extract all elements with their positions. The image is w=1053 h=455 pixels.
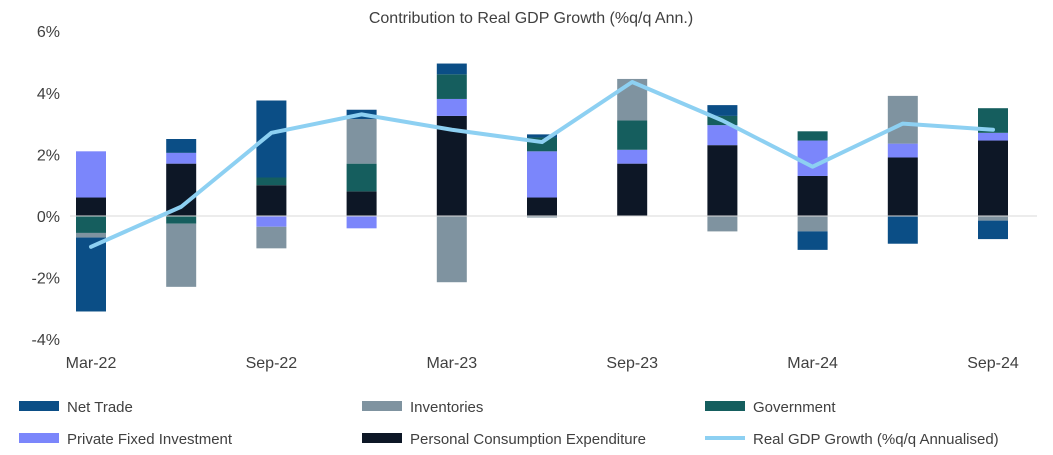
- y-axis: -4% -2% 0% 2% 4% 6%: [32, 24, 60, 349]
- bar-private-fixed-investment-jun-22: [166, 152, 197, 164]
- bar-inventories-mar-24: [797, 216, 828, 232]
- bar-private-fixed-investment-jun-23: [527, 151, 557, 198]
- legend: Net Trade Inventories Government Private Fi…: [19, 399, 999, 448]
- bar-government-sep-22: [256, 177, 287, 186]
- y-tick-label: -2%: [32, 271, 60, 288]
- bar-government-jun-22: [166, 216, 197, 224]
- bar-private-fixed-investment-sep-22: [256, 216, 287, 227]
- x-tick-label: Mar-22: [66, 355, 117, 372]
- bar-government-sep-23: [617, 120, 648, 150]
- bar-personal-consumption-expenditure-sep-24: [978, 140, 1008, 216]
- bar-inventories-mar-23: [436, 216, 467, 283]
- bar-inventories-jun-22: [166, 223, 197, 287]
- bar-private-fixed-investment-jun-24: [887, 143, 918, 158]
- y-tick-label: 0%: [37, 209, 60, 226]
- bar-government-mar-23: [436, 74, 467, 99]
- bar-inventories-mar-22: [76, 232, 106, 238]
- bar-private-fixed-investment-mar-23: [436, 98, 467, 116]
- x-tick-label: Sep-23: [606, 355, 658, 372]
- bar-net-trade-mar-22: [76, 237, 106, 312]
- legend-swatch: [362, 401, 402, 411]
- x-tick-label: Mar-23: [426, 355, 477, 372]
- bar-net-trade-dec-23: [707, 105, 738, 116]
- bar-net-trade-jun-23: [527, 134, 557, 138]
- bar-government-mar-22: [76, 216, 106, 233]
- bar-personal-consumption-expenditure-jun-23: [527, 197, 557, 216]
- bar-private-fixed-investment-sep-24: [978, 132, 1008, 141]
- bar-private-fixed-investment-dec-23: [707, 125, 738, 146]
- y-tick-label: -4%: [32, 332, 60, 349]
- x-tick-label: Sep-24: [967, 355, 1019, 372]
- bar-private-fixed-investment-mar-24: [797, 140, 828, 176]
- bar-government-dec-22: [346, 163, 377, 192]
- bar-net-trade-jun-22: [166, 139, 197, 153]
- legend-label: Net Trade: [67, 399, 133, 416]
- bar-personal-consumption-expenditure-jun-24: [887, 157, 918, 216]
- x-tick-label: Mar-24: [787, 355, 838, 372]
- bar-net-trade-jun-24: [887, 216, 918, 244]
- bar-government-mar-24: [797, 131, 828, 141]
- bar-private-fixed-investment-sep-23: [617, 149, 648, 164]
- bar-net-trade-sep-24: [978, 220, 1008, 240]
- legend-label: Government: [753, 399, 836, 416]
- bar-personal-consumption-expenditure-dec-23: [707, 145, 738, 216]
- bar-inventories-dec-23: [707, 216, 738, 232]
- bar-inventories-jun-24: [887, 95, 918, 144]
- bar-net-trade-mar-24: [797, 231, 828, 250]
- legend-swatch: [705, 401, 745, 411]
- bar-inventories-dec-22: [346, 118, 377, 164]
- y-tick-label: 6%: [37, 24, 60, 41]
- x-tick-label: Sep-22: [246, 355, 298, 372]
- bar-personal-consumption-expenditure-sep-22: [256, 185, 287, 216]
- line-real-gdp-growth-q-q-annualised: [89, 80, 995, 249]
- bar-personal-consumption-expenditure-mar-24: [797, 175, 828, 216]
- legend-swatch: [362, 433, 402, 443]
- bar-inventories-sep-22: [256, 226, 287, 249]
- legend-swatch: [19, 433, 59, 443]
- y-tick-label: 2%: [37, 147, 60, 164]
- bar-personal-consumption-expenditure-mar-22: [76, 197, 106, 216]
- chart-title: Contribution to Real GDP Growth (%q/q An…: [369, 10, 693, 27]
- bar-inventories-jun-23: [527, 216, 557, 218]
- legend-label: Real GDP Growth (%q/q Annualised): [753, 431, 999, 448]
- bar-personal-consumption-expenditure-sep-23: [617, 163, 648, 216]
- bar-private-fixed-investment-dec-22: [346, 216, 377, 229]
- bar-inventories-sep-24: [978, 216, 1008, 221]
- y-tick-label: 4%: [37, 86, 60, 103]
- legend-swatch: [19, 401, 59, 411]
- x-axis: Mar-22 Sep-22 Mar-23 Sep-23 Mar-24 Sep-24: [66, 355, 1019, 372]
- line-series: [89, 80, 995, 249]
- bar-private-fixed-investment-mar-22: [76, 151, 106, 198]
- legend-label: Personal Consumption Expenditure: [410, 431, 646, 448]
- legend-label: Inventories: [410, 399, 483, 416]
- bar-personal-consumption-expenditure-dec-22: [346, 191, 377, 216]
- legend-label: Private Fixed Investment: [67, 431, 233, 448]
- bar-net-trade-mar-23: [436, 63, 467, 75]
- bar-series: [76, 63, 1008, 312]
